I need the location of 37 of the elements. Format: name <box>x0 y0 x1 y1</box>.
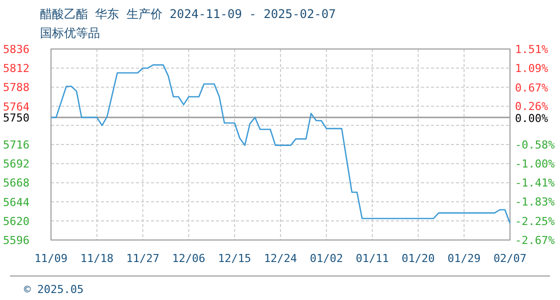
y2-tick-label: 1.09% <box>515 62 548 76</box>
x-tick-label: 01/29 <box>448 252 481 265</box>
y2-tick-label: -0.58% <box>515 138 556 152</box>
x-tick-label: 01/11 <box>356 252 389 265</box>
y2-tick-label: -1.00% <box>515 158 556 171</box>
y2-tick-label: 0.26% <box>515 100 548 114</box>
y2-tick-label: -1.41% <box>515 176 556 190</box>
x-tick-label: 12/15 <box>218 252 252 265</box>
x-tick-label: 11/27 <box>126 252 160 265</box>
x-tick-label: 01/20 <box>402 252 435 265</box>
x-tick-label: 01/02 <box>310 252 343 265</box>
x-tick-label: 02/07 <box>493 252 527 265</box>
text: © 2025.05 <box>24 283 84 296</box>
y2-tick-label: 0.00% <box>515 112 548 125</box>
y-tick-label: 5836 <box>3 43 30 56</box>
y-tick-label: 5716 <box>3 138 30 152</box>
x-tick-label: 11/18 <box>80 252 114 265</box>
y-tick-label: 5644 <box>3 196 30 209</box>
line-series <box>50 64 511 224</box>
y-tick-label: 5812 <box>3 62 30 76</box>
y-tick-label: 5668 <box>3 176 30 190</box>
y2-tick-label: 1.51% <box>515 43 548 56</box>
y-tick-label: 5788 <box>3 81 30 94</box>
y-tick-label: 5620 <box>3 214 30 228</box>
y-tick-label: 5764 <box>3 100 30 114</box>
y-tick-label: 5596 <box>3 234 30 247</box>
x-tick-label: 12/24 <box>264 252 298 265</box>
y2-tick-label: -1.83% <box>515 196 556 209</box>
x-tick-label: 12/06 <box>172 252 206 265</box>
x-tick-label: 11/09 <box>34 252 68 265</box>
y2-tick-label: -2.25% <box>515 214 556 228</box>
y2-tick-label: -2.67% <box>515 234 556 247</box>
y2-tick-label: 0.67% <box>515 81 548 94</box>
y-tick-label: 5750 <box>3 111 30 124</box>
chart-subtitle: 国标优等品 <box>40 26 100 40</box>
chart-title: 醋酸乙酯 华东 生产价 2024-11-09 - 2025-02-07 <box>40 7 336 21</box>
y-tick-label: 5692 <box>3 158 30 171</box>
